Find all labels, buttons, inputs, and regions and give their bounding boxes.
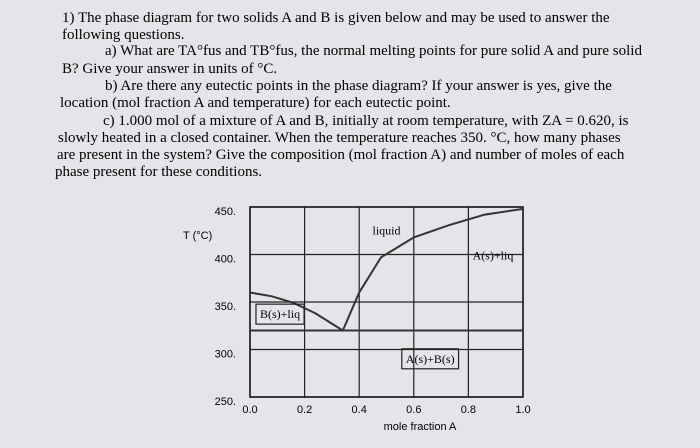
- question-line: following questions.: [62, 27, 185, 43]
- region-label: B(s)+liq: [260, 307, 300, 321]
- x-tick-label: 0.8: [461, 404, 476, 416]
- x-axis-label: mole fraction A: [384, 421, 457, 433]
- y-axis-label: T (°C): [183, 230, 212, 242]
- region-label: A(s)+liq: [473, 248, 514, 262]
- region-label: A(s)+B(s): [406, 352, 455, 366]
- x-tick-label: 0.4: [352, 404, 367, 416]
- x-tick-label: 0.2: [297, 404, 312, 416]
- question-line: a) What are TA°fus and TB°fus, the norma…: [105, 43, 642, 59]
- y-tick-label: 300.: [215, 349, 236, 361]
- y-tick-label: 250.: [215, 396, 236, 408]
- phase-boundary: [341, 207, 524, 331]
- y-tick-label: 350.: [215, 301, 236, 313]
- question-line: are present in the system? Give the comp…: [57, 147, 625, 163]
- question-line: slowly heated in a closed container. Whe…: [58, 130, 621, 146]
- question-line: location (mol fraction A and temperature…: [60, 95, 451, 111]
- question-text: 1) The phase diagram for two solids A an…: [55, 10, 642, 180]
- question-line: B? Give your answer in units of °C.: [62, 61, 277, 77]
- question-line: phase present for these conditions.: [55, 164, 262, 180]
- question-line: b) Are there any eutectic points in the …: [105, 78, 612, 94]
- region-box: [255, 303, 305, 325]
- phase-boundary: [249, 291, 344, 332]
- x-tick-label: 0.6: [406, 404, 421, 416]
- y-tick-label: 450.: [215, 206, 236, 218]
- question-line: 1) The phase diagram for two solids A an…: [62, 10, 610, 26]
- y-tick-label: 400.: [215, 254, 236, 266]
- plot-frame: [249, 206, 524, 398]
- x-tick-label: 1.0: [515, 404, 530, 416]
- region-label: liquid: [372, 224, 400, 238]
- question-line: c) 1.000 mol of a mixture of A and B, in…: [103, 113, 629, 129]
- phase-chart: 250. 300. 350. 400. 450. 0.0 0.2 0.4 0.6 0.8 1.0 T …: [183, 206, 531, 433]
- region-box: [401, 348, 460, 370]
- x-tick-label: 0.0: [242, 404, 257, 416]
